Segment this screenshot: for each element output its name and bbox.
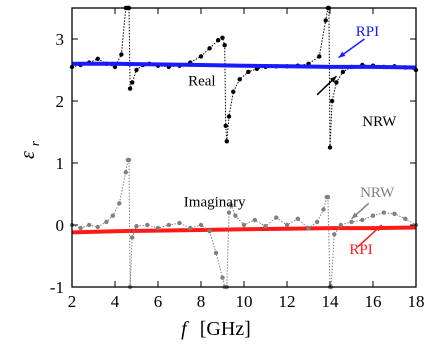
nrw-imag-point bbox=[228, 203, 234, 208]
annotation-real: Real bbox=[188, 74, 216, 90]
annotation-arrowhead-real bbox=[329, 76, 337, 83]
y-tick-label: -1 bbox=[50, 278, 64, 297]
x-tick-label: 14 bbox=[322, 292, 340, 311]
nrw-imag-point bbox=[314, 219, 320, 225]
annotation-arrowhead-rpi bbox=[338, 51, 346, 58]
annotation-arrowhead-imag-rpi bbox=[375, 225, 382, 232]
nrw-real-point bbox=[207, 46, 212, 51]
nrw-real-point bbox=[222, 43, 227, 48]
nrw-imag-point bbox=[252, 217, 257, 223]
nrw-imag-point bbox=[155, 225, 161, 231]
nrw-real-point bbox=[323, 18, 328, 23]
y-tick-label: 0 bbox=[56, 216, 65, 235]
rpi-real-line bbox=[72, 61, 417, 70]
nrw-imag-point bbox=[360, 217, 365, 223]
nrw-real-point bbox=[198, 54, 204, 59]
nrw-real-point bbox=[317, 54, 322, 59]
nrw-real-point bbox=[216, 38, 221, 43]
plot-lines bbox=[69, 5, 419, 290]
x-axis-symbol: f bbox=[181, 318, 189, 340]
nrw-real-point bbox=[134, 67, 139, 73]
y-axis-title: ε r bbox=[17, 140, 42, 159]
nrw-imag-point bbox=[226, 210, 232, 215]
nrw-real-point bbox=[224, 139, 229, 144]
y-tick-label: 3 bbox=[56, 30, 65, 49]
x-axis-unit: [GHz] bbox=[200, 318, 251, 340]
annotation-rpi-real: RPI bbox=[356, 24, 379, 40]
nrw-real-point bbox=[334, 80, 339, 85]
nrw-real-point bbox=[340, 69, 346, 75]
nrw-imag-point bbox=[295, 216, 300, 221]
nrw-imag-point bbox=[220, 275, 225, 280]
x-tick-label: 8 bbox=[197, 292, 206, 311]
nrw-imag-point bbox=[87, 222, 92, 228]
y-axis-subscript: r bbox=[27, 140, 42, 146]
annotation-rpi-imag: RPI bbox=[349, 242, 372, 258]
nrw-imag-point bbox=[338, 222, 343, 228]
nrw-imag-point bbox=[117, 201, 122, 206]
annotation-imaginary: Imaginary bbox=[184, 194, 246, 210]
nrw-imag-point bbox=[188, 225, 193, 231]
nrw-real-point bbox=[231, 89, 236, 94]
x-axis-title: f [GHz] bbox=[181, 318, 251, 340]
y-tick-label: 1 bbox=[56, 154, 65, 173]
y-tick-label: 2 bbox=[56, 92, 65, 111]
nrw-imag-point bbox=[306, 225, 311, 231]
nrw-imag-point bbox=[321, 207, 326, 212]
nrw-real-point bbox=[220, 35, 225, 40]
nrw-imag-point bbox=[263, 224, 268, 229]
nrw-imag-point bbox=[332, 232, 337, 237]
x-tick-label: 4 bbox=[111, 292, 120, 311]
nrw-real-point bbox=[237, 77, 242, 82]
nrw-imag-point bbox=[241, 222, 247, 228]
nrw-real-point bbox=[95, 56, 101, 61]
y-axis-symbol: ε bbox=[17, 151, 39, 159]
nrw-imag-point bbox=[145, 222, 150, 228]
nrw-imag-point bbox=[370, 213, 376, 218]
nrw-imag-point bbox=[213, 250, 219, 256]
nrw-real-point bbox=[246, 69, 251, 75]
x-tick-label: 6 bbox=[154, 292, 163, 311]
annotation-arrowhead-imag-nrw bbox=[351, 212, 359, 219]
rpi-imag-line bbox=[71, 225, 417, 235]
nrw-imag-point bbox=[198, 222, 204, 228]
nrw-imag-point bbox=[126, 157, 132, 163]
nrw-imag-point bbox=[123, 170, 128, 175]
nrw-imag-point bbox=[78, 225, 83, 231]
nrw-imag-point bbox=[104, 219, 109, 225]
nrw-imag-point bbox=[325, 194, 331, 200]
x-tick-label: 10 bbox=[236, 292, 253, 311]
nrw-imag-point bbox=[392, 211, 397, 216]
nrw-imag-point bbox=[284, 222, 290, 228]
nrw-real-point bbox=[130, 80, 135, 85]
nrw-imag-point bbox=[381, 210, 386, 215]
annotations: Real NRW RPI Imaginary NRW RPI bbox=[184, 24, 397, 258]
nrw-imag-point bbox=[95, 224, 101, 230]
nrw-real-point bbox=[223, 123, 228, 128]
annotation-nrw-imag: NRW bbox=[360, 185, 395, 201]
x-tick-label: 16 bbox=[365, 292, 382, 311]
nrw-real-point bbox=[327, 145, 333, 150]
nrw-imag-point bbox=[110, 213, 116, 218]
nrw-real-point bbox=[329, 98, 335, 104]
nrw-imag-point bbox=[177, 220, 182, 226]
x-tick-label: 18 bbox=[408, 292, 425, 311]
nrw-imag-point bbox=[207, 229, 212, 234]
nrw-imag-point bbox=[349, 219, 354, 225]
x-tick-label: 2 bbox=[68, 292, 77, 311]
nrw-real-point bbox=[226, 114, 232, 119]
nrw-imag-point bbox=[130, 235, 135, 240]
nrw-imag-point bbox=[403, 216, 408, 221]
nrw-imag-point bbox=[134, 224, 139, 229]
x-tick-label: 12 bbox=[279, 292, 296, 311]
nrw-imag-point bbox=[274, 215, 279, 220]
nrw-real-point bbox=[127, 86, 133, 91]
annotation-nrw-real: NRW bbox=[362, 114, 397, 130]
nrw-imag-point bbox=[233, 213, 238, 218]
nrw-imag-point bbox=[166, 222, 171, 228]
nrw-real-point bbox=[119, 52, 124, 57]
